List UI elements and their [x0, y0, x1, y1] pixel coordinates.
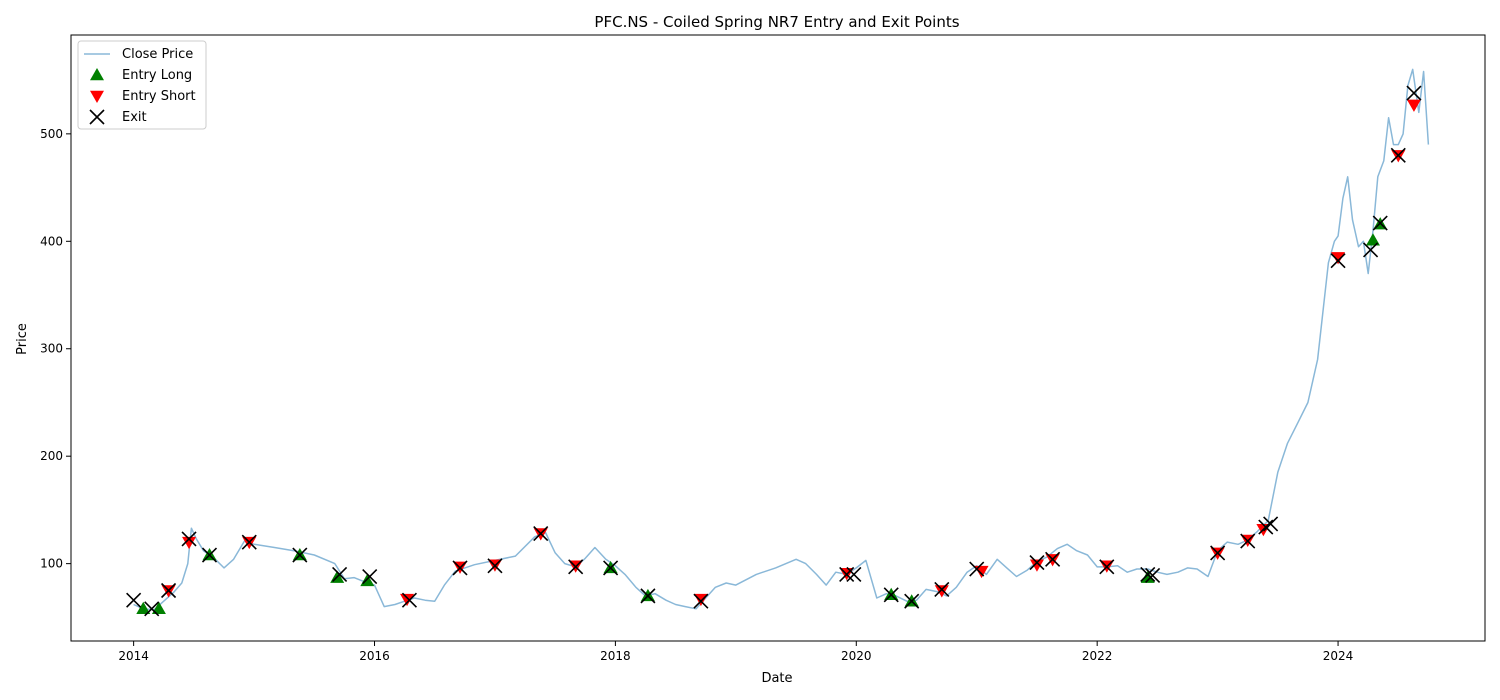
legend-label-exit: Exit	[122, 110, 147, 125]
legend-entry-short-swatch	[90, 90, 104, 103]
exit-marker	[362, 568, 378, 585]
legend-exit-swatch	[89, 109, 105, 125]
exit-marker	[201, 547, 218, 563]
exit-marker	[693, 593, 709, 609]
exit-marker	[126, 592, 142, 608]
legend-label-short: Entry Short	[122, 89, 196, 104]
axes-frame	[70, 34, 1486, 642]
exit-marker	[1372, 215, 1388, 231]
entry-short-marker	[400, 593, 415, 607]
y-tick-label: 100	[40, 557, 63, 571]
exit-marker	[904, 593, 920, 609]
exit-marker	[1406, 85, 1422, 101]
close-price-line	[133, 68, 1430, 611]
legend: Close Price Entry Long Entry Short Exit	[77, 40, 207, 130]
entry-long-marker	[151, 601, 166, 615]
exit-marker	[1330, 253, 1346, 269]
exit-marker	[181, 531, 197, 547]
exit-marker	[846, 566, 862, 582]
x-axis-label: Date	[761, 671, 792, 686]
exit-marker	[1145, 567, 1161, 584]
x-tick-label: 2020	[841, 649, 872, 663]
exit-marker	[452, 560, 468, 576]
exit-marker	[160, 582, 177, 599]
entry-short-marker	[934, 585, 949, 598]
exit-marker	[839, 566, 855, 582]
x-tick-label: 2016	[359, 649, 390, 663]
exit-marker	[1240, 533, 1256, 549]
exit-marker	[1363, 242, 1379, 258]
exit-marker	[1029, 554, 1045, 571]
entry-short-marker	[1029, 559, 1044, 572]
entry-long-marker	[1365, 233, 1380, 246]
exit-marker	[568, 559, 584, 575]
exit-marker	[1045, 551, 1061, 567]
exit-marker	[1390, 147, 1406, 163]
legend-entry-long-swatch	[90, 68, 104, 81]
exit-marker	[1258, 519, 1274, 535]
y-tick-label: 400	[40, 234, 63, 248]
entry-long-marker	[1140, 570, 1155, 583]
exit-marker	[332, 566, 348, 582]
y-tick-label: 500	[40, 127, 63, 141]
entry-short-marker	[974, 565, 989, 579]
y-tick-label: 200	[40, 449, 63, 463]
exit-marker	[401, 592, 418, 608]
exit-marker	[241, 534, 257, 550]
chart-title: PFC.NS - Coiled Spring NR7 Entry and Exi…	[594, 13, 959, 31]
exit-marker	[1263, 516, 1279, 532]
exit-marker	[934, 581, 950, 597]
exit-marker	[883, 587, 899, 603]
exit-marker	[969, 561, 985, 577]
entry-long-marker	[136, 601, 151, 615]
exit-marker	[1099, 559, 1115, 575]
x-tick-label: 2014	[118, 649, 149, 663]
exit-marker	[640, 588, 656, 604]
x-tick-label: 2024	[1323, 649, 1354, 663]
plot-area: 2014 2016 2018 2020 2022 2024 100 200 300 400 500	[40, 34, 1486, 663]
y-axis-label: Price	[15, 323, 30, 355]
exit-marker	[533, 525, 549, 542]
legend-label-long: Entry Long	[122, 68, 192, 83]
y-tick-label: 300	[40, 342, 63, 356]
exit-marker	[1210, 545, 1226, 561]
legend-label-close: Close Price	[122, 47, 193, 62]
entry-short-marker	[1331, 252, 1346, 265]
legend-box	[77, 40, 207, 130]
exit-marker	[603, 560, 619, 576]
entry-short-marker	[182, 536, 197, 550]
x-tick-label: 2022	[1082, 649, 1113, 663]
exit-marker	[144, 601, 160, 617]
entry-short-marker	[1406, 99, 1421, 112]
exit-marker	[1140, 566, 1156, 582]
x-tick-label: 2018	[600, 649, 631, 663]
exit-marker	[292, 547, 308, 563]
exit-marker	[487, 558, 503, 574]
